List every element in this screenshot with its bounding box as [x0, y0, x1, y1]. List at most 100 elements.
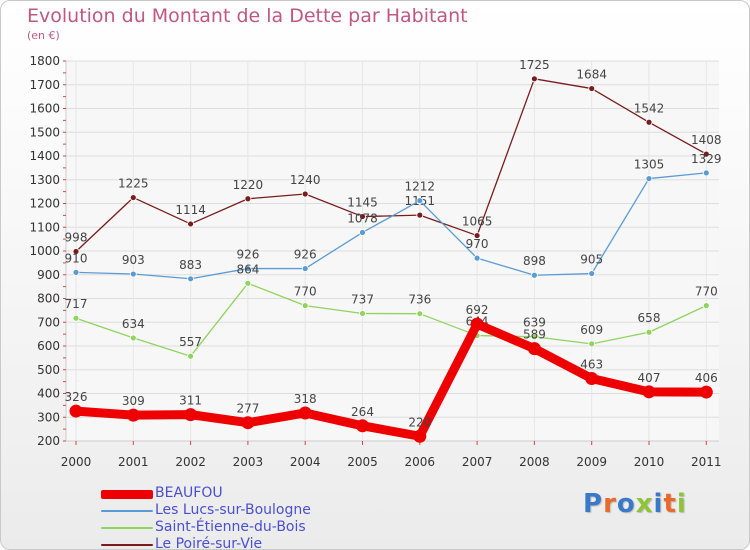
- y-tick-label: 1500: [29, 125, 60, 139]
- data-label-le-poire-sur-vie: 1145: [347, 196, 378, 210]
- data-point-le-poire-sur-vie: [359, 213, 366, 220]
- data-label-beaufou: 326: [65, 390, 88, 404]
- data-point-beaufou: [527, 342, 541, 356]
- data-label-beaufou: 407: [638, 371, 661, 385]
- data-point-beaufou: [184, 408, 198, 422]
- data-label-les-lucs-sur-boulogne: 1329: [691, 152, 722, 166]
- data-label-beaufou: 264: [351, 405, 374, 419]
- data-point-le-poire-sur-vie: [645, 118, 653, 126]
- legend-label: Saint-Étienne-du-Bois: [155, 519, 306, 535]
- data-label-le-poire-sur-vie: 1220: [233, 178, 264, 192]
- data-label-le-poire-sur-vie: 998: [65, 230, 88, 244]
- y-tick-label: 1700: [29, 78, 60, 92]
- data-point-saint-etienne-du-bois: [588, 340, 596, 348]
- data-label-beaufou: 463: [580, 358, 603, 372]
- legend-swatch: [101, 544, 153, 546]
- data-label-le-poire-sur-vie: 1225: [118, 177, 149, 191]
- chart-legend: BEAUFOU Les Lucs-sur-Boulogne Saint-Étienn…: [101, 485, 401, 550]
- data-label-beaufou: 277: [236, 402, 259, 416]
- data-label-beaufou: 692: [466, 303, 489, 317]
- data-point-beaufou: [413, 429, 427, 443]
- data-point-les-lucs-sur-boulogne: [473, 254, 481, 262]
- data-label-le-poire-sur-vie: 1684: [576, 68, 607, 82]
- data-point-saint-etienne-du-bois: [645, 328, 653, 336]
- data-label-le-poire-sur-vie: 1542: [634, 101, 665, 115]
- x-tick-label: 2003: [233, 455, 264, 469]
- data-point-saint-etienne-du-bois: [187, 352, 195, 360]
- data-label-les-lucs-sur-boulogne: 926: [294, 248, 317, 262]
- data-label-saint-etienne-du-bois: 864: [236, 262, 259, 276]
- y-tick-label: 1200: [29, 197, 60, 211]
- data-label-les-lucs-sur-boulogne: 1212: [405, 180, 436, 194]
- legend-label: BEAUFOU: [155, 485, 223, 501]
- data-label-les-lucs-sur-boulogne: 883: [179, 258, 202, 272]
- data-point-les-lucs-sur-boulogne: [187, 275, 195, 283]
- x-tick-label: 2007: [462, 455, 493, 469]
- y-tick-label: 600: [37, 339, 60, 353]
- legend-item-le-poire-sur-vie: Le Poiré-sur-Vie: [101, 536, 401, 550]
- legend-label: Les Lucs-sur-Boulogne: [155, 502, 311, 518]
- data-point-le-poire-sur-vie: [531, 75, 538, 83]
- data-point-saint-etienne-du-bois: [702, 302, 710, 310]
- data-point-saint-etienne-du-bois: [531, 333, 538, 341]
- data-label-beaufou: 318: [294, 392, 317, 406]
- legend-label: Le Poiré-sur-Vie: [155, 536, 263, 550]
- data-label-saint-etienne-du-bois: 658: [638, 311, 661, 325]
- y-tick-label: 800: [37, 292, 60, 306]
- data-point-beaufou: [356, 419, 369, 433]
- data-point-les-lucs-sur-boulogne: [301, 265, 309, 272]
- data-point-beaufou: [470, 317, 484, 331]
- data-point-le-poire-sur-vie: [72, 248, 80, 255]
- data-point-les-lucs-sur-boulogne: [531, 271, 538, 279]
- data-point-saint-etienne-du-bois: [359, 310, 366, 317]
- data-label-le-poire-sur-vie: 1408: [691, 133, 722, 147]
- series-line-beaufou: [71, 319, 711, 441]
- y-tick-label: 1000: [29, 244, 60, 258]
- data-label-saint-etienne-du-bois: 634: [122, 317, 145, 331]
- data-label-les-lucs-sur-boulogne: 970: [466, 237, 489, 251]
- data-label-le-poire-sur-vie: 1240: [290, 173, 321, 187]
- y-tick-label: 300: [37, 410, 60, 424]
- data-point-beaufou: [241, 416, 255, 430]
- y-tick-label: 900: [37, 268, 60, 282]
- data-label-saint-etienne-du-bois: 639: [523, 316, 546, 330]
- data-label-beaufou: 220: [408, 415, 431, 429]
- data-label-les-lucs-sur-boulogne: 1305: [634, 158, 665, 172]
- data-label-saint-etienne-du-bois: 770: [294, 285, 317, 299]
- data-point-beaufou: [69, 404, 83, 418]
- x-tick-label: 2008: [519, 455, 550, 469]
- data-point-le-poire-sur-vie: [588, 85, 596, 92]
- y-tick-label: 700: [37, 315, 60, 329]
- data-label-les-lucs-sur-boulogne: 903: [122, 253, 145, 267]
- x-tick-label: 2001: [118, 455, 149, 469]
- data-label-saint-etienne-du-bois: 717: [65, 297, 88, 311]
- x-tick-label: 2005: [347, 455, 378, 469]
- data-point-le-poire-sur-vie: [301, 190, 309, 198]
- x-tick-label: 2010: [634, 455, 665, 469]
- y-tick-label: 500: [37, 363, 60, 377]
- data-label-les-lucs-sur-boulogne: 926: [236, 248, 259, 262]
- data-point-le-poire-sur-vie: [129, 194, 137, 201]
- data-point-les-lucs-sur-boulogne: [588, 270, 596, 277]
- data-point-les-lucs-sur-boulogne: [244, 265, 252, 272]
- data-point-saint-etienne-du-bois: [416, 310, 424, 318]
- y-tick-label: 1800: [29, 54, 60, 68]
- data-label-les-lucs-sur-boulogne: 905: [580, 253, 603, 267]
- data-label-les-lucs-sur-boulogne: 910: [65, 251, 88, 265]
- data-point-saint-etienne-du-bois: [244, 279, 252, 287]
- data-label-beaufou: 309: [122, 394, 145, 408]
- data-point-le-poire-sur-vie: [416, 211, 424, 219]
- y-tick-label: 1100: [29, 220, 60, 234]
- series-line-saint-etienne-du-bois: [75, 282, 707, 357]
- data-label-saint-etienne-du-bois: 609: [580, 323, 603, 337]
- proxiti-logo: Proxiti: [583, 489, 687, 519]
- data-point-les-lucs-sur-boulogne: [702, 169, 710, 177]
- data-point-saint-etienne-du-bois: [301, 302, 309, 310]
- data-label-saint-etienne-du-bois: 770: [695, 285, 718, 299]
- data-point-les-lucs-sur-boulogne: [129, 270, 137, 278]
- chart-title: Evolution du Montant de la Dette par Hab…: [27, 5, 468, 27]
- data-point-beaufou: [699, 385, 713, 399]
- data-point-saint-etienne-du-bois: [72, 314, 80, 322]
